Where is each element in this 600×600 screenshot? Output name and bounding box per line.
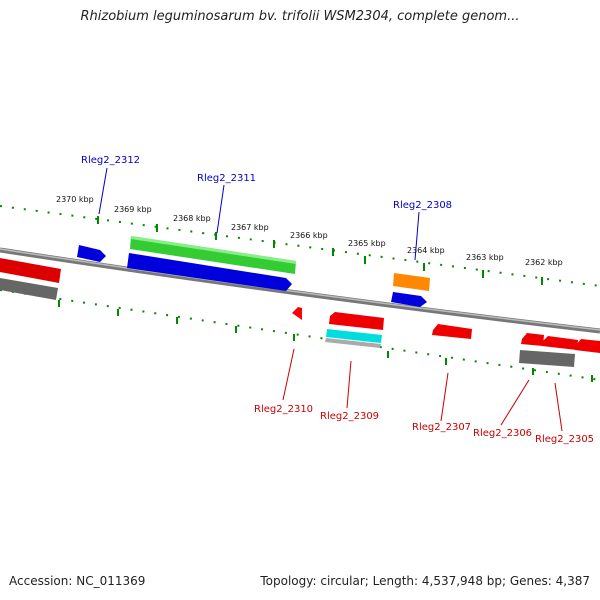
gene-rleg2-2308-orange[interactable] (393, 273, 430, 291)
accession-label: Accession: NC_011369 (9, 574, 146, 588)
scale-label-2365: 2365 kbp (348, 239, 386, 248)
scale-label-2369: 2369 kbp (114, 205, 152, 214)
label-rleg2-2305[interactable]: Rleg2_2305 (535, 434, 594, 445)
label-rleg2-2308[interactable]: Rleg2_2308 (393, 200, 452, 211)
scale-label-2368: 2368 kbp (173, 214, 211, 223)
gene-rleg2-2309[interactable] (326, 329, 382, 343)
label-rleg2-2312[interactable]: Rleg2_2312 (81, 155, 140, 166)
label-rleg2-2307[interactable]: Rleg2_2307 (412, 422, 471, 433)
scale-label-2363: 2363 kbp (466, 253, 504, 262)
label-rleg2-2306[interactable]: Rleg2_2306 (473, 428, 532, 439)
scale-label-2364: 2364 kbp (407, 246, 445, 255)
scale-label-2367: 2367 kbp (231, 223, 269, 232)
gene-rleg2-2306-gray[interactable] (519, 350, 575, 367)
lower-major-ticks (58, 300, 593, 382)
scale-label-2362: 2362 kbp (525, 258, 563, 267)
gene-rleg2-2311-green[interactable] (130, 236, 296, 274)
label-rleg2-2310[interactable]: Rleg2_2310 (254, 404, 313, 415)
gene-rleg2-2311[interactable] (127, 253, 292, 291)
gene-rleg2-2307[interactable] (432, 324, 472, 339)
genome-backbone (0, 247, 600, 334)
upper-major-ticks (97, 216, 543, 285)
gene-rleg2-2305[interactable] (542, 336, 578, 350)
topology-label: Topology: circular; Length: 4,537,948 bp… (260, 574, 590, 588)
label-rleg2-2311[interactable]: Rleg2_2311 (197, 173, 256, 184)
scale-label-2370: 2370 kbp (56, 195, 94, 204)
lower-scale-track (0, 289, 600, 381)
map-title: Rhizobium leguminosarum bv. trifolii WSM… (80, 9, 520, 24)
gene-left-edge-gray[interactable] (0, 278, 58, 300)
scale-label-2366: 2366 kbp (290, 231, 328, 240)
gene-left-edge-red[interactable] (0, 258, 61, 283)
gene-rleg2-2306[interactable] (521, 333, 544, 346)
label-rleg2-2309[interactable]: Rleg2_2309 (320, 411, 379, 422)
gene-rleg2-2309-red[interactable] (329, 312, 384, 330)
upper-scale-track (0, 205, 600, 287)
gene-rleg2-2308[interactable] (391, 292, 427, 307)
gene-right-edge-red[interactable] (575, 339, 600, 353)
gene-rleg2-2310[interactable] (292, 307, 302, 320)
gene-rleg2-2312[interactable] (77, 245, 106, 262)
